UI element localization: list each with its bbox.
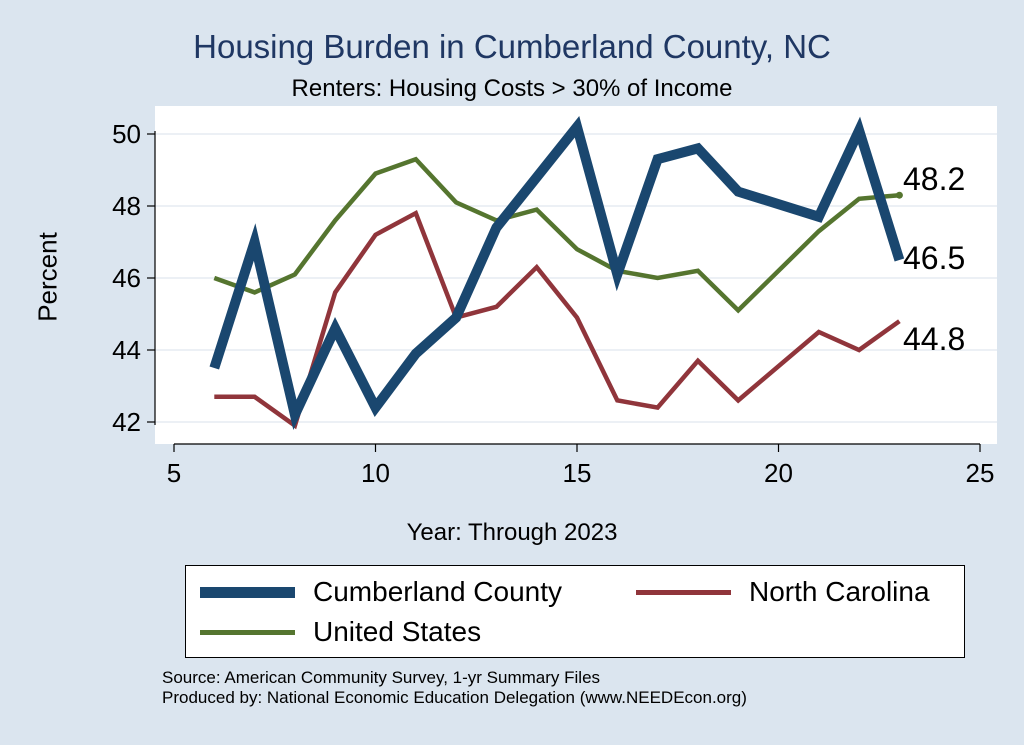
x-tick-label: 10 (361, 458, 390, 488)
source-line: Source: American Community Survey, 1-yr … (162, 668, 601, 687)
y-tick-label: 50 (112, 119, 141, 149)
x-tick-label: 25 (966, 458, 995, 488)
producer-line: Produced by: National Economic Education… (162, 688, 747, 707)
y-axis-label: Percent (32, 232, 63, 322)
source-note: Source: American Community Survey, 1-yr … (162, 668, 747, 708)
y-tick-label: 42 (112, 407, 141, 437)
series-line-north-carolina (214, 210, 901, 430)
y-tick-label: 46 (112, 263, 141, 293)
x-axis-label: Year: Through 2023 (406, 519, 618, 546)
chart-subtitle: Renters: Housing Costs > 30% of Income (291, 75, 733, 102)
legend-label-cumberland: Cumberland County (313, 576, 563, 607)
series-line-cumberland-county (209, 115, 905, 431)
legend-item-cumberland: Cumberland County (200, 576, 562, 608)
x-tick-label: 15 (563, 458, 592, 488)
x-tick-label: 20 (764, 458, 793, 488)
legend-swatch-united-states (200, 629, 295, 635)
legend-label-north-carolina: North Carolina (749, 576, 930, 607)
legend-swatch-north-carolina (636, 589, 731, 595)
end-label-north-carolina: 44.8 (903, 321, 965, 357)
x-tick-label: 5 (167, 458, 181, 488)
y-tick-label: 44 (112, 335, 141, 365)
endpoint-marker-united-states (895, 191, 903, 199)
end-label-cumberland-county: 46.5 (903, 240, 965, 276)
legend-item-north-carolina: North Carolina (636, 576, 930, 608)
legend: Cumberland County North Carolina United … (185, 565, 965, 658)
legend-swatch-cumberland (200, 586, 295, 598)
series-line-united-states (213, 156, 900, 314)
legend-label-united-states: United States (313, 616, 482, 647)
y-tick-label: 48 (112, 191, 141, 221)
legend-item-united-states: United States (200, 616, 481, 648)
end-label-united-states: 48.2 (903, 161, 965, 197)
chart-title: Housing Burden in Cumberland County, NC (193, 28, 831, 65)
